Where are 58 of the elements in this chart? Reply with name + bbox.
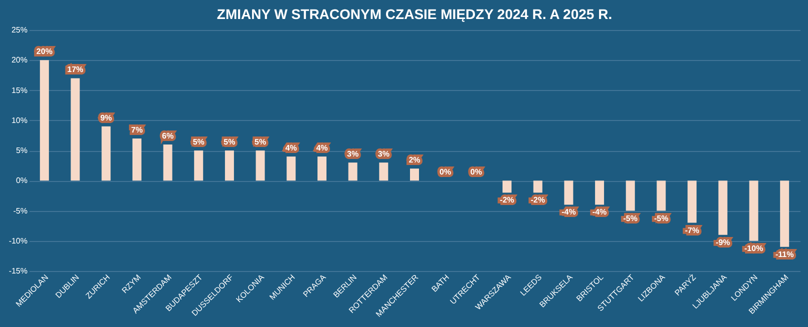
bar (194, 150, 204, 181)
bar (533, 180, 542, 193)
bar (163, 144, 172, 181)
data-label: -4% (562, 208, 576, 217)
y-tick-label: 10% (11, 116, 28, 125)
bar (656, 180, 666, 211)
bar (626, 180, 635, 211)
data-label: 0% (470, 168, 482, 177)
y-tick-label: -5% (13, 206, 28, 216)
y-tick-label: 0% (16, 176, 28, 186)
data-label: -10% (744, 244, 764, 253)
data-label: -9% (716, 238, 730, 247)
data-label: -2% (500, 196, 514, 205)
bar (348, 162, 358, 181)
y-tick-label: 20% (11, 56, 28, 65)
data-label: 3% (347, 150, 359, 159)
bar (564, 180, 574, 205)
y-tick-label: 5% (16, 146, 28, 155)
bar (102, 126, 111, 181)
bar (70, 78, 80, 181)
data-label: 5% (192, 138, 204, 146)
bar (688, 180, 697, 223)
data-label: 3% (378, 150, 390, 159)
bar (256, 150, 265, 181)
data-label: -2% (530, 196, 545, 205)
data-label: 0% (440, 168, 452, 177)
bar (502, 180, 512, 193)
bar (132, 138, 142, 181)
data-label: 5% (224, 138, 236, 146)
chart-title: ZMIANY W STRACONYM CZASIE MIĘDZY 2024 R. A 2025 R. (216, 6, 612, 22)
data-label: 6% (162, 131, 174, 140)
y-tick-label: 15% (11, 86, 28, 95)
data-label: -5% (623, 214, 638, 223)
y-tick-label: -10% (8, 236, 28, 246)
data-label: 7% (131, 125, 143, 134)
data-label: 20% (36, 47, 52, 56)
data-label: 17% (67, 65, 84, 74)
bar (379, 162, 388, 181)
bar (224, 150, 234, 181)
data-label: 2% (408, 156, 420, 165)
data-label: -4% (592, 208, 607, 217)
bar (718, 180, 728, 235)
bar (40, 60, 49, 181)
bar (410, 168, 419, 181)
bar (286, 156, 296, 181)
y-tick-label: -15% (8, 266, 28, 276)
data-label: -5% (654, 214, 668, 223)
data-label: 5% (254, 138, 266, 146)
bar (780, 180, 790, 247)
bar (317, 156, 326, 181)
bar (595, 180, 604, 205)
bar (749, 180, 758, 241)
data-label: -7% (684, 226, 700, 235)
data-label: 4% (285, 144, 297, 153)
data-label: -11% (775, 250, 794, 259)
y-tick-label: 25% (11, 26, 28, 34)
data-label: 9% (100, 113, 112, 122)
data-label: 4% (316, 144, 328, 153)
